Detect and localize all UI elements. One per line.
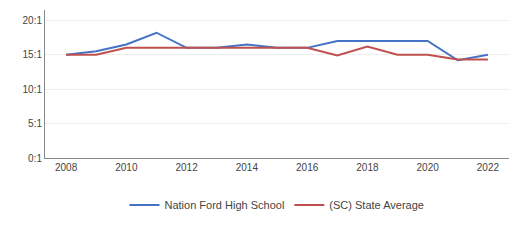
svg-text:15:1: 15:1 xyxy=(23,49,43,60)
svg-text:10:1: 10:1 xyxy=(23,84,43,95)
svg-text:5:1: 5:1 xyxy=(28,118,42,129)
svg-text:2012: 2012 xyxy=(175,162,198,173)
svg-text:2018: 2018 xyxy=(356,162,379,173)
svg-text:Nation Ford High School: Nation Ford High School xyxy=(165,199,285,211)
svg-text:2020: 2020 xyxy=(417,162,440,173)
svg-text:(SC) State Average: (SC) State Average xyxy=(329,199,424,211)
svg-text:2022: 2022 xyxy=(477,162,500,173)
svg-text:2008: 2008 xyxy=(55,162,78,173)
svg-text:2016: 2016 xyxy=(296,162,319,173)
svg-text:20:1: 20:1 xyxy=(23,15,43,26)
svg-text:2014: 2014 xyxy=(236,162,259,173)
svg-text:0:1: 0:1 xyxy=(28,153,42,164)
svg-text:2010: 2010 xyxy=(115,162,138,173)
